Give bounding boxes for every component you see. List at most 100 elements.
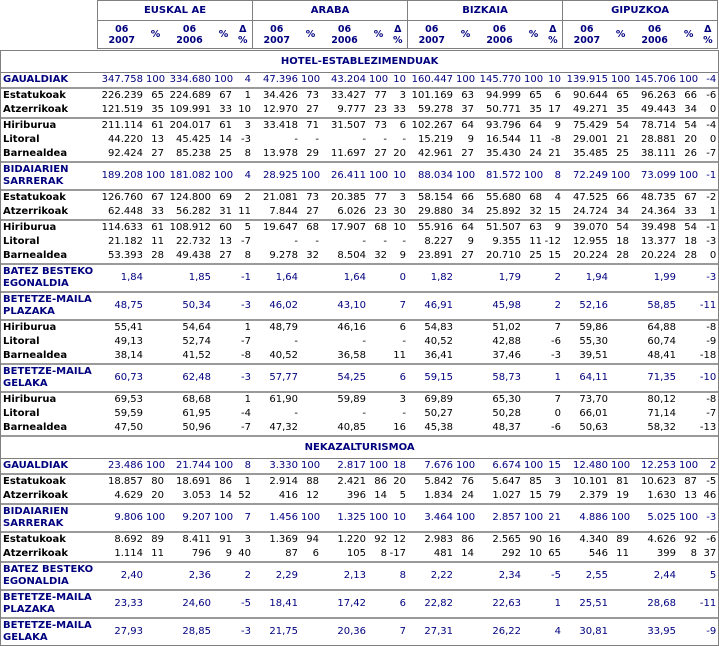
data-cell: 69 <box>219 192 232 203</box>
data-cell: 11.697 <box>321 147 369 163</box>
data-cell: 15 <box>544 205 563 221</box>
data-cell: 1 <box>244 322 251 333</box>
data-cell: 0 <box>389 264 408 293</box>
data-cell <box>524 264 544 293</box>
data-cell: 796 <box>166 547 214 563</box>
data-cell <box>146 364 166 393</box>
row-label: Estatukoak <box>3 534 66 545</box>
data-cell: 226.239 <box>101 90 143 101</box>
data-cell: -6 <box>544 421 563 437</box>
data-cell: 7 <box>554 394 561 405</box>
data-cell <box>369 562 389 591</box>
data-cell: 11 <box>146 547 166 563</box>
data-cell: 69,53 <box>114 394 143 405</box>
data-cell: 4 <box>234 72 253 89</box>
data-cell: 54 <box>616 222 629 233</box>
data-cell: 43,10 <box>321 292 369 321</box>
data-cell: 29.880 <box>408 205 456 221</box>
data-cell: 100 <box>611 458 631 475</box>
data-cell <box>146 320 166 335</box>
data-cell: 2.817 <box>321 458 369 475</box>
data-cell: -9 <box>706 626 717 637</box>
data-cell: 4 <box>554 626 561 637</box>
table-row: Barnealdea 38,14 41,52 -8 40,52 36,58 11 36,41 3… <box>1 349 719 365</box>
data-cell: 10 <box>393 222 406 233</box>
data-cell <box>301 292 321 321</box>
data-cell: 100 <box>679 162 699 191</box>
data-cell: 7 <box>234 504 253 533</box>
data-cell <box>214 407 234 421</box>
data-cell <box>611 407 631 421</box>
data-cell: 1,99 <box>631 264 679 293</box>
data-cell: 24 <box>524 147 544 163</box>
data-cell: 8.411 <box>182 534 211 545</box>
data-cell: 21.744 <box>166 458 214 475</box>
region-header-araba: ARABA <box>252 0 409 21</box>
table-row: BETETZE-MAILA PLAZAKA 48,75 50,34 -3 46,02 43… <box>1 292 719 321</box>
data-cell: 100 <box>146 458 166 475</box>
data-cell <box>524 292 544 321</box>
data-cell: 100 <box>214 458 234 475</box>
row-label: Estatukoak <box>3 90 66 101</box>
column-header-06-2006: 06 2006 <box>630 20 679 49</box>
data-cell: 73,70 <box>579 394 608 405</box>
data-cell: 6.026 <box>321 205 369 221</box>
data-cell: 11 <box>389 349 408 365</box>
row-label: BATEZ BESTEKO EGONALDIA <box>1 264 98 293</box>
table-row: Hiriburua 211.114 61 204.017 61 3 33.418 71 31.5… <box>1 118 718 133</box>
data-cell: 13 <box>679 489 699 505</box>
data-cell: 40,52 <box>253 349 301 365</box>
data-cell: 396 <box>321 489 369 505</box>
data-cell: 2 <box>699 458 719 475</box>
row-label: Hiriburua <box>3 394 57 405</box>
table-row: BETETZE-MAILA GELAKA 60,73 62,48 -3 57,77 54,… <box>1 364 719 393</box>
data-cell <box>214 335 234 349</box>
data-cell: 48,79 <box>269 322 298 333</box>
data-cell: -3 <box>544 349 563 365</box>
data-cell: 12 <box>393 534 406 545</box>
data-cell: 1.369 <box>269 534 298 545</box>
data-cell: 204.017 <box>169 120 211 131</box>
region-header-euskal-ae: EUSKAL AE <box>96 0 254 21</box>
data-cell: 124.800 <box>169 192 211 203</box>
data-cell: 181.082 <box>166 162 214 191</box>
data-cell: 28.881 <box>641 134 676 145</box>
data-cell: 90.644 <box>573 90 608 101</box>
data-cell: 18.857 <box>108 476 143 487</box>
data-cell <box>456 264 476 293</box>
data-cell <box>456 320 476 335</box>
data-cell: 27,93 <box>114 626 143 637</box>
table-body: HOTEL-ESTABLEZIMENDUAK GAUALDIAK 347.758 10… <box>0 50 719 646</box>
data-cell: 29 <box>301 147 321 163</box>
data-cell: 100 <box>456 72 476 89</box>
data-cell: 100 <box>214 72 234 89</box>
data-cell: -9 <box>706 336 717 347</box>
data-cell: 22.732 <box>176 236 211 247</box>
data-cell: 7 <box>399 626 406 637</box>
data-cell: -4 <box>706 120 717 131</box>
data-cell: 32 <box>369 249 389 265</box>
data-cell: 399 <box>631 547 679 563</box>
data-cell: 100 <box>611 162 631 191</box>
data-cell: 23.891 <box>408 249 456 265</box>
data-cell: -3 <box>234 364 253 393</box>
data-cell: 27 <box>456 249 476 265</box>
data-cell: 87 <box>253 547 301 563</box>
data-cell: 114.633 <box>101 222 143 233</box>
data-cell <box>524 364 544 393</box>
data-cell: 10 <box>389 72 408 89</box>
data-cell: 4.340 <box>579 534 608 545</box>
data-cell: 40,52 <box>424 336 453 347</box>
data-cell <box>679 562 699 591</box>
data-cell: 63 <box>529 222 542 233</box>
data-cell: 10 <box>389 162 408 191</box>
data-cell: 100 <box>679 72 699 89</box>
data-cell: -8 <box>706 322 717 333</box>
column-header-06-2007: 06 2007 <box>252 20 301 49</box>
data-cell: 6 <box>399 120 406 131</box>
data-cell: -7 <box>699 147 719 163</box>
data-cell <box>369 392 389 407</box>
data-cell: 81.572 <box>476 162 524 191</box>
data-cell <box>369 618 389 645</box>
data-cell: 8.504 <box>321 249 369 265</box>
